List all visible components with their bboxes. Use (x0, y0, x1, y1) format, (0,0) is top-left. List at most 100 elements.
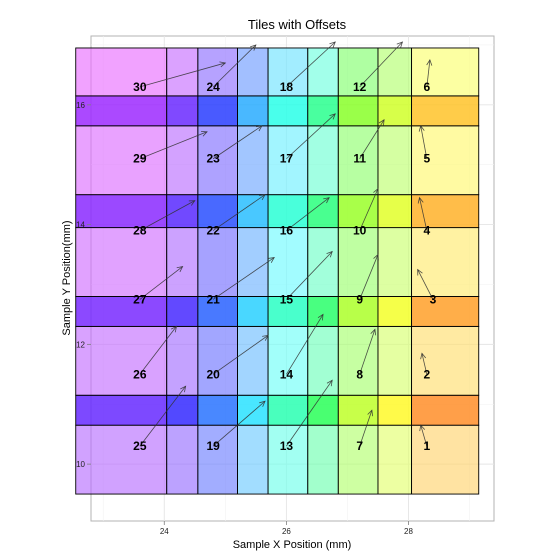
offset-arrow (139, 131, 208, 160)
tile-cell (267, 325, 309, 396)
tile-cell (237, 325, 269, 396)
tile-label: 25 (133, 439, 147, 453)
offset-arrow (139, 62, 226, 88)
tile-cell (75, 296, 168, 327)
offset-arrow-head (378, 119, 385, 126)
x-axis-title: Sample X Position (mm) (233, 539, 352, 551)
y-tick-label: 12 (76, 340, 85, 349)
tile-cell (197, 227, 238, 297)
tile-cell (197, 47, 238, 97)
tile-labels: 1234567891011121314151617181920212223242… (133, 80, 436, 453)
tile-label: 26 (133, 367, 147, 381)
offset-arrow (286, 314, 324, 375)
tile-cell (337, 325, 379, 396)
tile-label: 2 (423, 367, 430, 381)
offset-arrow-head (329, 113, 336, 120)
y-tick-label: 10 (76, 460, 85, 469)
offset-arrows (139, 41, 434, 447)
tile-cell (197, 95, 238, 127)
offset-arrow-head (419, 424, 426, 432)
offset-arrow (359, 188, 379, 231)
y-tick-label: 14 (76, 221, 85, 230)
tile-label: 22 (206, 224, 220, 238)
tile-cell (197, 296, 238, 327)
offset-arrow-head (373, 187, 379, 195)
tile-cell (166, 296, 199, 327)
offset-arrow-head (326, 250, 333, 258)
tile-label: 4 (423, 224, 430, 238)
tile-cell (267, 227, 309, 297)
tile-cell (267, 95, 309, 127)
tile-label: 24 (206, 80, 220, 94)
offset-arrow-head (201, 130, 208, 137)
offset-arrow (212, 335, 269, 375)
tile-label: 5 (423, 152, 430, 166)
tile-label: 3 (430, 292, 437, 306)
tile-cell (307, 194, 339, 229)
offset-arrow-head (176, 265, 184, 273)
offset-arrow-head (317, 313, 324, 321)
tile-cell (307, 394, 339, 426)
tile-cell (307, 47, 339, 97)
offset-arrow (420, 125, 428, 159)
tile-cell (411, 424, 480, 495)
offset-arrow (359, 410, 373, 447)
tile-cell (377, 194, 413, 229)
tile-cell (307, 424, 339, 495)
offset-arrow (359, 254, 379, 300)
tile-cell (237, 47, 269, 97)
tile-cell (377, 47, 413, 97)
tile-label: 1 (423, 439, 430, 453)
tile-cell (75, 227, 168, 297)
offset-arrow (420, 425, 428, 447)
offset-arrow (139, 200, 195, 231)
tile-label: 30 (133, 80, 147, 94)
tile-label: 28 (133, 224, 147, 238)
x-tick-label: 24 (160, 527, 169, 536)
offset-arrow-head (373, 253, 379, 261)
tile-grid (75, 47, 480, 495)
tile-label: 27 (133, 292, 147, 306)
tile-cell (237, 194, 269, 229)
offset-arrow (286, 41, 336, 88)
tile-cell (166, 394, 199, 426)
tile-cell (267, 394, 309, 426)
tile-cell (75, 95, 168, 127)
offset-arrow (419, 197, 428, 231)
tile-label: 7 (356, 439, 363, 453)
tile-cell (377, 227, 413, 297)
tile-cell (166, 95, 199, 127)
offset-arrow-head (420, 352, 427, 360)
offset-arrow-head (418, 124, 425, 132)
offset-arrow (359, 119, 385, 159)
offset-arrow (212, 125, 263, 160)
tile-cell (337, 194, 379, 229)
tile-label: 11 (353, 152, 366, 166)
tile-cell (166, 325, 199, 396)
offset-arrow (139, 386, 186, 447)
tile-cell (337, 227, 379, 297)
tile-label: 15 (280, 292, 294, 306)
offset-arrow-head (370, 328, 377, 336)
offset-arrow (421, 353, 428, 375)
tile-label: 12 (353, 80, 367, 94)
tile-cell (411, 47, 480, 97)
tile-cell (197, 424, 238, 495)
offset-arrow-head (323, 197, 330, 204)
y-tick-label: 16 (76, 101, 85, 110)
x-tick-label: 26 (282, 527, 291, 536)
tile-cell (75, 125, 168, 196)
offset-arrow (139, 266, 183, 300)
offset-arrow-head (329, 41, 336, 48)
tile-label: 29 (133, 152, 147, 166)
tile-cell (237, 125, 269, 196)
tile-cell (411, 194, 480, 229)
offset-arrow-head (262, 334, 269, 341)
tile-cell (377, 424, 413, 495)
tile-cell (75, 424, 168, 495)
tile-cell (237, 424, 269, 495)
tile-cell (411, 95, 480, 127)
tile-cell (166, 125, 199, 196)
offset-arrow-head (259, 400, 266, 407)
offset-arrow-head (255, 125, 263, 132)
